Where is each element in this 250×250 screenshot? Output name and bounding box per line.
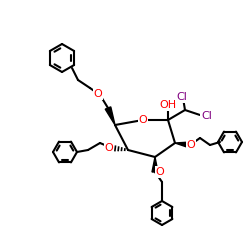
Polygon shape: [152, 157, 158, 172]
Text: O: O: [156, 167, 164, 177]
Text: Cl: Cl: [176, 92, 188, 102]
Polygon shape: [105, 107, 115, 125]
Text: O: O: [186, 140, 196, 150]
Text: O: O: [104, 143, 114, 153]
Text: OH: OH: [160, 100, 176, 110]
Text: Cl: Cl: [201, 111, 212, 121]
Polygon shape: [175, 142, 190, 148]
Text: O: O: [94, 89, 102, 99]
Text: O: O: [138, 115, 147, 125]
